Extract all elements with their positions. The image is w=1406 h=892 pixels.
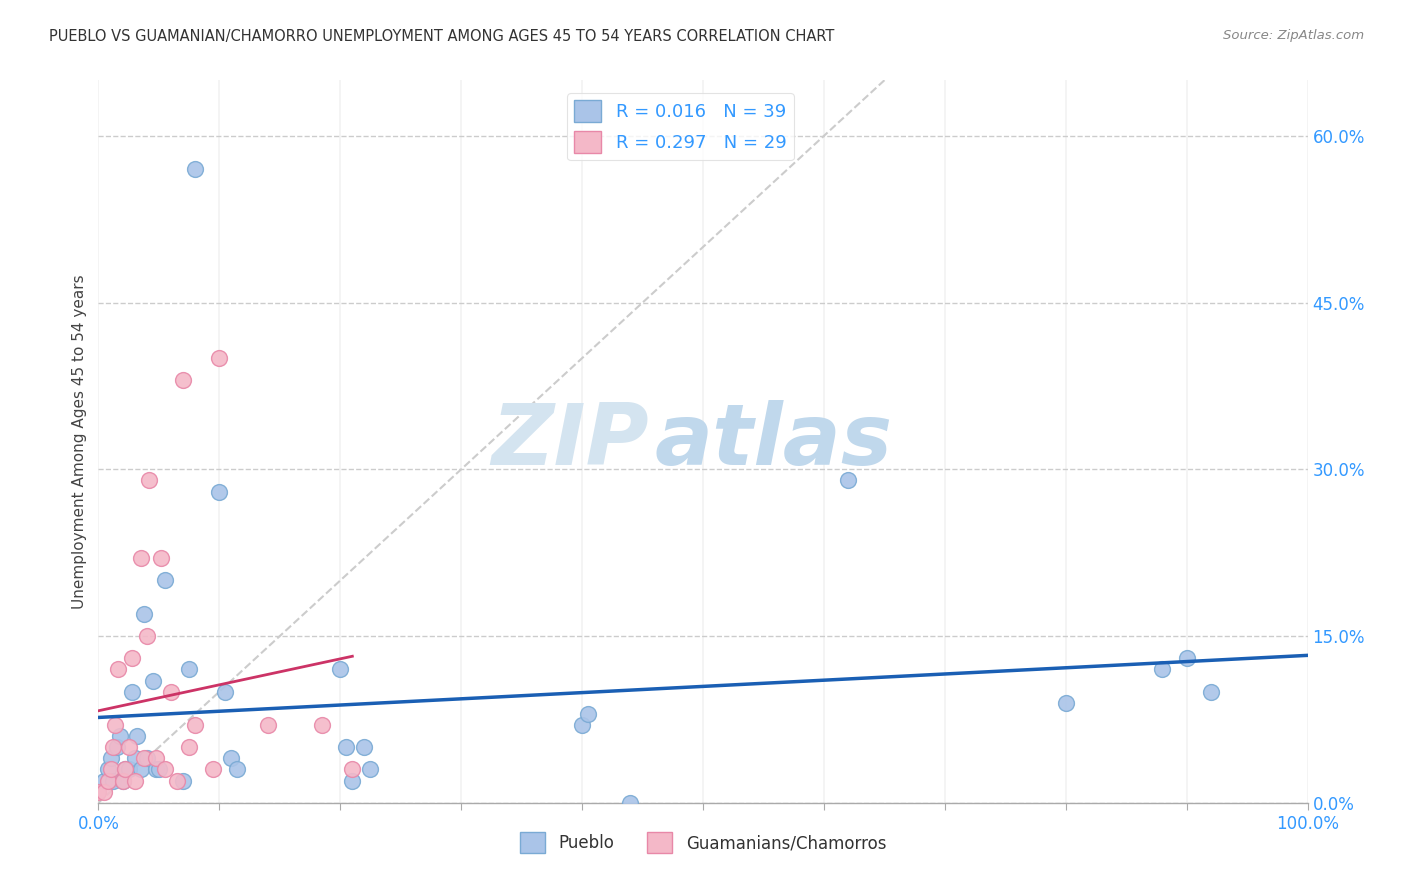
- Point: [184, 162, 207, 177]
- Point: [311, 718, 333, 732]
- Point: [97, 773, 120, 788]
- Point: [124, 773, 146, 788]
- Point: [153, 574, 176, 588]
- Text: atlas: atlas: [655, 400, 893, 483]
- Point: [134, 751, 156, 765]
- Point: [111, 773, 134, 788]
- Point: [221, 751, 243, 765]
- Point: [101, 740, 124, 755]
- Point: [1199, 684, 1222, 698]
- Point: [118, 740, 141, 755]
- Point: [1175, 651, 1198, 665]
- Point: [576, 706, 599, 721]
- Point: [97, 763, 120, 777]
- Point: [111, 773, 134, 788]
- Point: [124, 751, 146, 765]
- Point: [142, 673, 165, 688]
- Point: [101, 773, 124, 788]
- Point: [153, 763, 176, 777]
- Point: [87, 785, 110, 799]
- Point: [837, 474, 859, 488]
- Point: [166, 773, 188, 788]
- Point: [127, 729, 149, 743]
- Point: [571, 718, 593, 732]
- Point: [145, 751, 167, 765]
- Y-axis label: Unemployment Among Ages 45 to 54 years: Unemployment Among Ages 45 to 54 years: [72, 274, 87, 609]
- Point: [150, 551, 173, 566]
- Point: [93, 773, 115, 788]
- Point: [179, 740, 201, 755]
- Legend: Pueblo, Guamanians/Chamorros: Pueblo, Guamanians/Chamorros: [513, 826, 893, 860]
- Point: [93, 785, 115, 799]
- Point: [121, 684, 143, 698]
- Point: [104, 718, 127, 732]
- Point: [172, 373, 194, 387]
- Point: [226, 763, 249, 777]
- Point: [105, 740, 128, 755]
- Point: [107, 662, 129, 676]
- Point: [184, 718, 207, 732]
- Point: [329, 662, 352, 676]
- Point: [335, 740, 357, 755]
- Point: [208, 484, 231, 499]
- Point: [134, 607, 156, 621]
- Point: [114, 763, 136, 777]
- Point: [256, 718, 278, 732]
- Point: [619, 796, 641, 810]
- Point: [129, 551, 152, 566]
- Point: [114, 763, 136, 777]
- Point: [138, 474, 160, 488]
- Point: [160, 684, 183, 698]
- Point: [135, 629, 157, 643]
- Point: [118, 763, 141, 777]
- Point: [172, 773, 194, 788]
- Text: PUEBLO VS GUAMANIAN/CHAMORRO UNEMPLOYMENT AMONG AGES 45 TO 54 YEARS CORRELATION : PUEBLO VS GUAMANIAN/CHAMORRO UNEMPLOYMEN…: [49, 29, 835, 44]
- Point: [214, 684, 236, 698]
- Point: [121, 651, 143, 665]
- Point: [100, 751, 122, 765]
- Point: [342, 763, 364, 777]
- Point: [148, 763, 170, 777]
- Text: Source: ZipAtlas.com: Source: ZipAtlas.com: [1223, 29, 1364, 42]
- Point: [135, 751, 157, 765]
- Point: [208, 351, 231, 366]
- Point: [1152, 662, 1174, 676]
- Point: [129, 763, 152, 777]
- Point: [100, 763, 122, 777]
- Point: [360, 763, 382, 777]
- Point: [353, 740, 375, 755]
- Point: [179, 662, 201, 676]
- Point: [202, 763, 225, 777]
- Text: ZIP: ZIP: [491, 400, 648, 483]
- Point: [108, 729, 131, 743]
- Point: [1054, 696, 1077, 710]
- Point: [145, 763, 167, 777]
- Point: [342, 773, 364, 788]
